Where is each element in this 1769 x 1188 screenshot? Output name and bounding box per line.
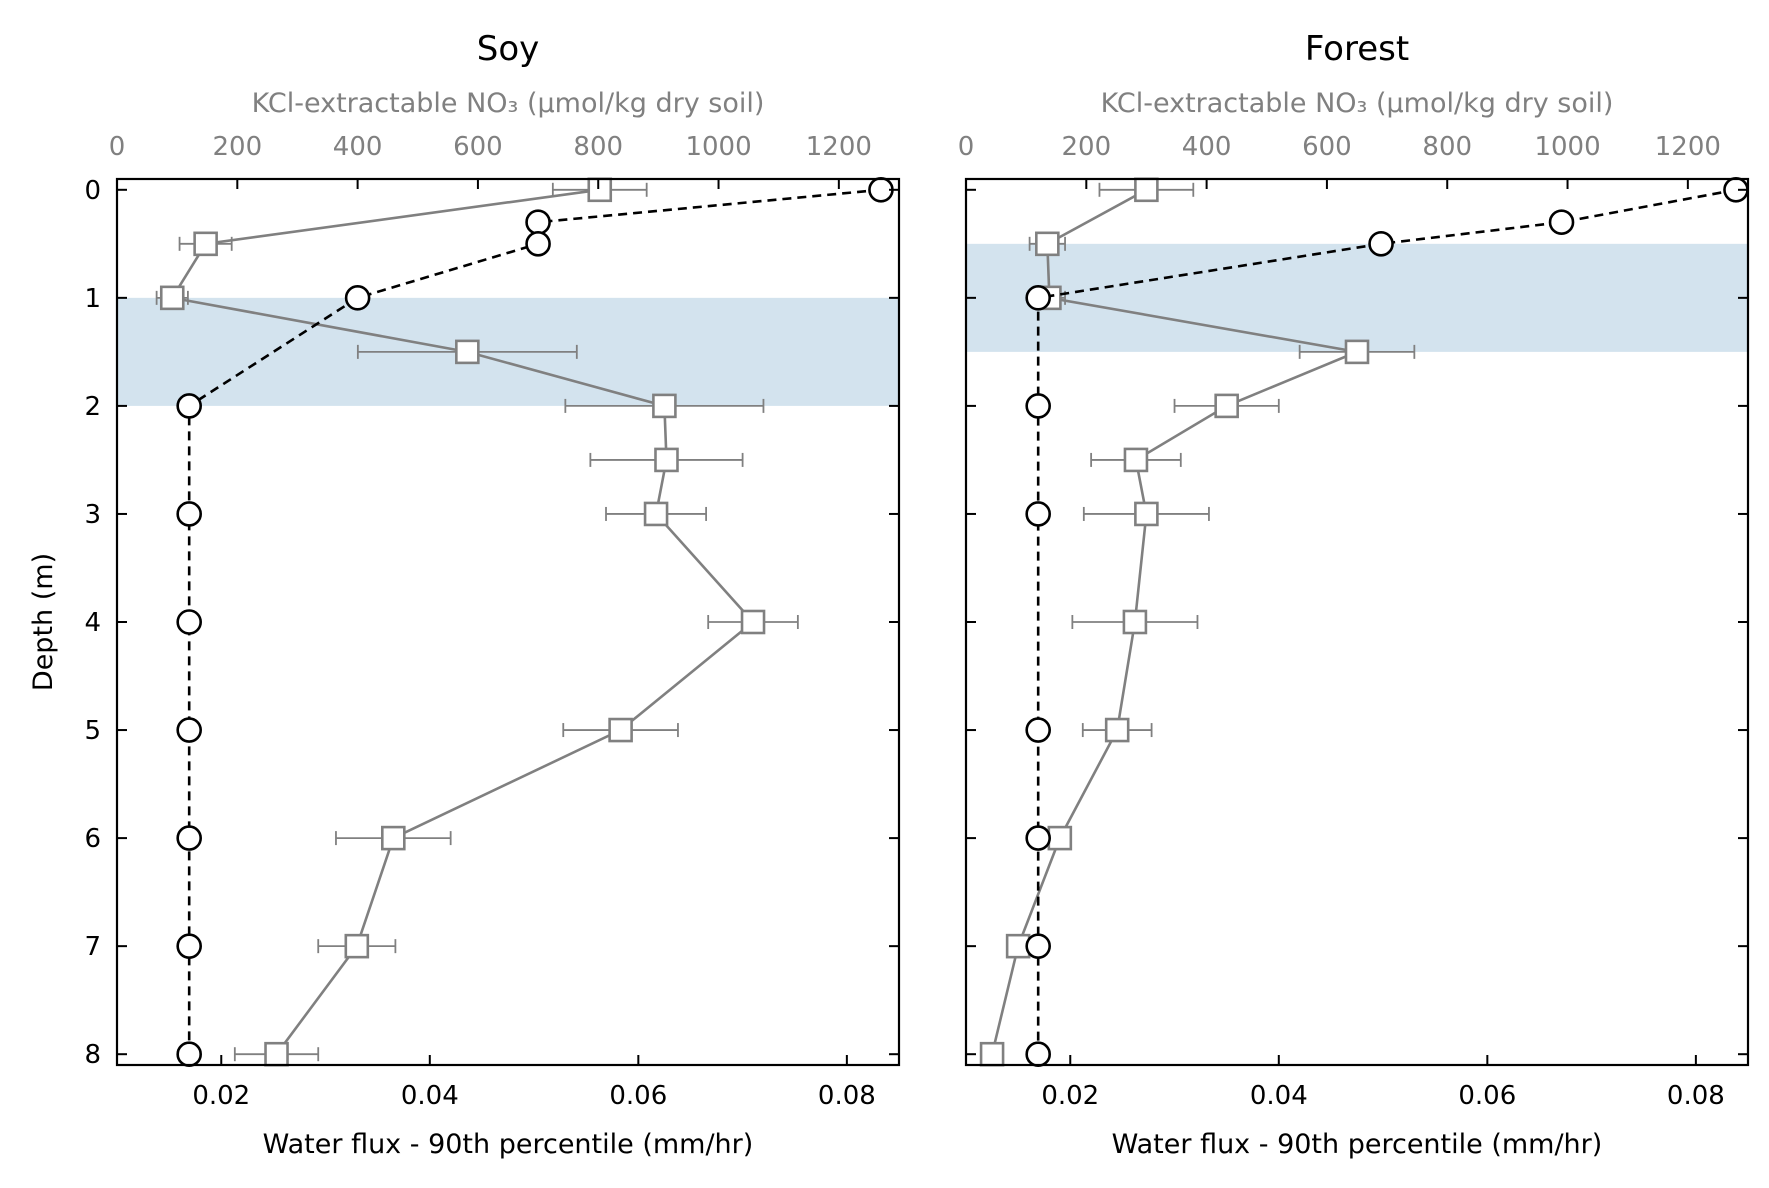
nitrate-point (176, 825, 202, 851)
flux-point (381, 825, 406, 851)
flux-point (643, 501, 669, 527)
nitrate-point (1548, 209, 1575, 236)
nitrate-point (176, 933, 202, 959)
x-tick-label: 0.08 (1667, 1081, 1725, 1111)
flux-point (652, 393, 677, 419)
flux-point (1035, 231, 1060, 257)
chart-panel-forest: 0.02 0.04 0.06 0.08 0 200 400 600 800 1000 1200 For… (958, 29, 1750, 1160)
nitrate-point (1025, 1041, 1051, 1067)
flux-point (1047, 825, 1073, 851)
nitrate-point (1025, 393, 1051, 419)
nitrate-point (1368, 231, 1394, 257)
flux-point (264, 1041, 289, 1067)
nitrate-point (176, 717, 202, 743)
flux-point (1104, 717, 1130, 743)
nitrate-point (176, 609, 202, 635)
x-tick-label: 0.04 (401, 1081, 459, 1111)
nitrate-point (525, 231, 551, 257)
shaded-depth-band (966, 243, 1748, 352)
x-tick-label: 0.04 (1250, 1081, 1308, 1111)
top-x-tick-label: 1200 (1655, 132, 1721, 162)
flux-point (455, 339, 480, 365)
top-x-tick-label: 400 (1182, 132, 1232, 162)
flux-point (740, 609, 766, 635)
y-tick-label: 8 (84, 1040, 101, 1070)
top-x-tick-label: 600 (453, 132, 503, 162)
top-x-axis-label: KCl-extractable NO₃ (µmol/kg dry soil) (1101, 88, 1614, 119)
top-x-axis-label: KCl-extractable NO₃ (µmol/kg dry soil) (252, 88, 765, 119)
flux-point (1134, 501, 1159, 527)
flux-point (1134, 177, 1159, 203)
nitrate-point (1025, 933, 1051, 959)
nitrate-point (176, 1041, 202, 1067)
x-tick-label: 0.02 (192, 1081, 250, 1111)
top-x-tick-label: 1200 (806, 132, 872, 162)
x-tick-label: 0.02 (1041, 1081, 1099, 1111)
flux-point (1122, 609, 1148, 635)
top-x-tick-label: 1000 (685, 132, 751, 162)
x-tick-label: 0.06 (609, 1081, 667, 1111)
flux-point (654, 447, 679, 473)
x-axis-label: Water flux - 90th percentile (mm/hr) (1112, 1129, 1603, 1160)
flux-point (344, 933, 370, 959)
top-x-tick-label: 600 (1302, 132, 1352, 162)
x-axis-label: Water flux - 90th percentile (mm/hr) (263, 1129, 754, 1160)
top-x-tick-label: 800 (573, 132, 623, 162)
flux-point (587, 177, 613, 203)
y-tick-label: 5 (84, 716, 101, 746)
nitrate-point (1025, 717, 1051, 743)
flux-point (193, 231, 218, 257)
y-tick-label: 0 (84, 176, 101, 206)
flux-point (979, 1041, 1005, 1067)
chart-title: Soy (477, 29, 540, 69)
top-x-tick-label: 800 (1422, 132, 1472, 162)
top-x-tick-label: 1000 (1534, 132, 1600, 162)
top-x-tick-label: 400 (333, 132, 383, 162)
top-x-tick-label: 200 (212, 132, 262, 162)
nitrate-point (525, 209, 551, 236)
y-tick-label: 6 (84, 824, 101, 854)
nitrate-point (344, 285, 371, 311)
flux-point (608, 717, 633, 743)
flux-point (1123, 447, 1149, 473)
chart-panel-soy: 0 1 2 3 4 5 6 7 8 0.02 0.04 0.06 0.08 0 200 400 600 800 10… (28, 29, 901, 1160)
nitrate-point (176, 501, 202, 527)
y-tick-label: 7 (84, 932, 101, 962)
y-axis-label: Depth (m) (28, 553, 59, 691)
flux-point (1344, 339, 1370, 365)
y-tick-label: 1 (84, 284, 101, 314)
chart-title: Forest (1305, 29, 1409, 69)
nitrate-point (176, 393, 202, 419)
flux-point (1214, 393, 1239, 419)
top-x-tick-label: 0 (109, 132, 126, 162)
top-x-tick-label: 0 (958, 132, 975, 162)
nitrate-point (1025, 825, 1051, 851)
x-tick-label: 0.08 (818, 1081, 876, 1111)
y-tick-label: 2 (84, 392, 101, 422)
top-x-tick-label: 200 (1061, 132, 1111, 162)
nitrate-point (1025, 501, 1051, 527)
y-tick-label: 3 (84, 500, 101, 530)
y-tick-label: 4 (84, 608, 101, 638)
x-tick-label: 0.06 (1458, 1081, 1516, 1111)
flux-point (159, 285, 185, 311)
nitrate-point (1025, 285, 1051, 311)
